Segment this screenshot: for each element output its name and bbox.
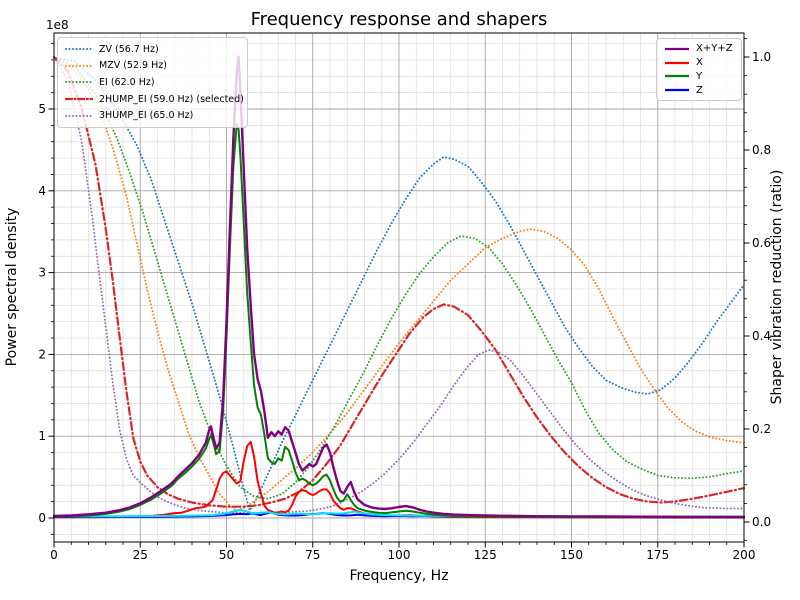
legend-line-sample-dotted <box>65 114 93 117</box>
legend-line-sample-solid <box>665 75 689 78</box>
legend-line-sample-dotted <box>65 64 93 67</box>
tick-label: 150 <box>560 548 583 562</box>
tick-label: 0.4 <box>752 329 771 343</box>
tick-label: 25 <box>133 548 148 562</box>
tick-label: 0.8 <box>752 143 771 157</box>
legend-axes: X+Y+Z X Y Z <box>656 38 742 101</box>
legend-line-sample-solid <box>665 47 689 50</box>
shaper-curves <box>53 55 745 514</box>
legend-item: MZV (52.9 Hz) <box>65 60 240 71</box>
tick-label: 0 <box>50 548 58 562</box>
tick-label: 5 <box>38 102 46 116</box>
psd-curves <box>53 55 745 519</box>
series-EI <box>53 56 745 500</box>
legend-item: 3HUMP_EI (65.0 Hz) <box>65 110 240 121</box>
tick-label: 0.6 <box>752 236 771 250</box>
tick-label: 4 <box>38 184 46 198</box>
legend-item-label: Z <box>696 84 703 96</box>
legend-item: EI (62.0 Hz) <box>65 77 240 88</box>
legend-shapers: ZV (56.7 Hz) MZV (52.9 Hz) EI (62.0 Hz) 2HU… <box>57 37 248 128</box>
legend-item-label: MZV (52.9 Hz) <box>99 60 167 72</box>
series-ZV <box>53 56 745 512</box>
legend-item: Y <box>664 71 734 82</box>
legend-line-sample-dotted <box>65 48 93 51</box>
tick-label: 100 <box>388 548 411 562</box>
legend-item: Z <box>664 85 734 96</box>
series-Y <box>53 122 745 519</box>
tick-label: 50 <box>219 548 234 562</box>
tick-label: 0.2 <box>752 422 771 436</box>
tick-label: 1.0 <box>752 50 771 64</box>
legend-item-label: ZV (56.7 Hz) <box>99 43 159 55</box>
tick-label: 175 <box>646 548 669 562</box>
y-axis-label-left: Power spectral density <box>4 208 20 367</box>
legend-line-sample-dashdot <box>65 97 93 101</box>
legend-item-label: 2HUMP_EI (59.0 Hz) (selected) <box>99 93 244 105</box>
tick-label: 2 <box>38 347 46 361</box>
legend-line-sample-solid <box>665 89 689 92</box>
legend-item-label: EI (62.0 Hz) <box>99 76 155 88</box>
legend-item-label: Y <box>696 70 703 82</box>
tick-label: 75 <box>305 548 320 562</box>
tick-label: 3 <box>38 266 46 280</box>
legend-item-label: 3HUMP_EI (65.0 Hz) <box>99 110 194 122</box>
legend-item-label: X+Y+Z <box>696 43 733 55</box>
series-2HUMP_EI <box>53 55 745 508</box>
legend-item: X <box>664 57 734 68</box>
y-axis-label-right: Shaper vibration reduction (ratio) <box>769 170 785 405</box>
legend-line-sample-solid <box>665 61 689 64</box>
axis-tick-labels: 0 25 50 75 100 125 150 175 200 0 1 2 3 4 5 0.0 0.2 0.4 0.6… <box>38 50 771 562</box>
chart-title: Frequency response and shapers <box>251 9 548 30</box>
tick-label: 1 <box>38 429 46 443</box>
y-axis-offset-text: 1e8 <box>46 18 69 32</box>
series-X+Y+Z <box>53 55 745 519</box>
legend-item: 2HUMP_EI (59.0 Hz) (selected) <box>65 94 244 105</box>
tick-label: 125 <box>474 548 497 562</box>
tick-label: 0.0 <box>752 515 771 529</box>
legend-line-sample-dotted <box>65 81 93 84</box>
tick-label: 0 <box>38 511 46 525</box>
legend-item-label: X <box>696 57 703 69</box>
tick-label: 200 <box>733 548 756 562</box>
series-3HUMP_EI <box>53 56 745 514</box>
legend-item: ZV (56.7 Hz) <box>65 44 240 55</box>
legend-item: X+Y+Z <box>664 43 734 54</box>
axis-ticks <box>48 38 750 548</box>
x-axis-label: Frequency, Hz <box>349 568 448 584</box>
